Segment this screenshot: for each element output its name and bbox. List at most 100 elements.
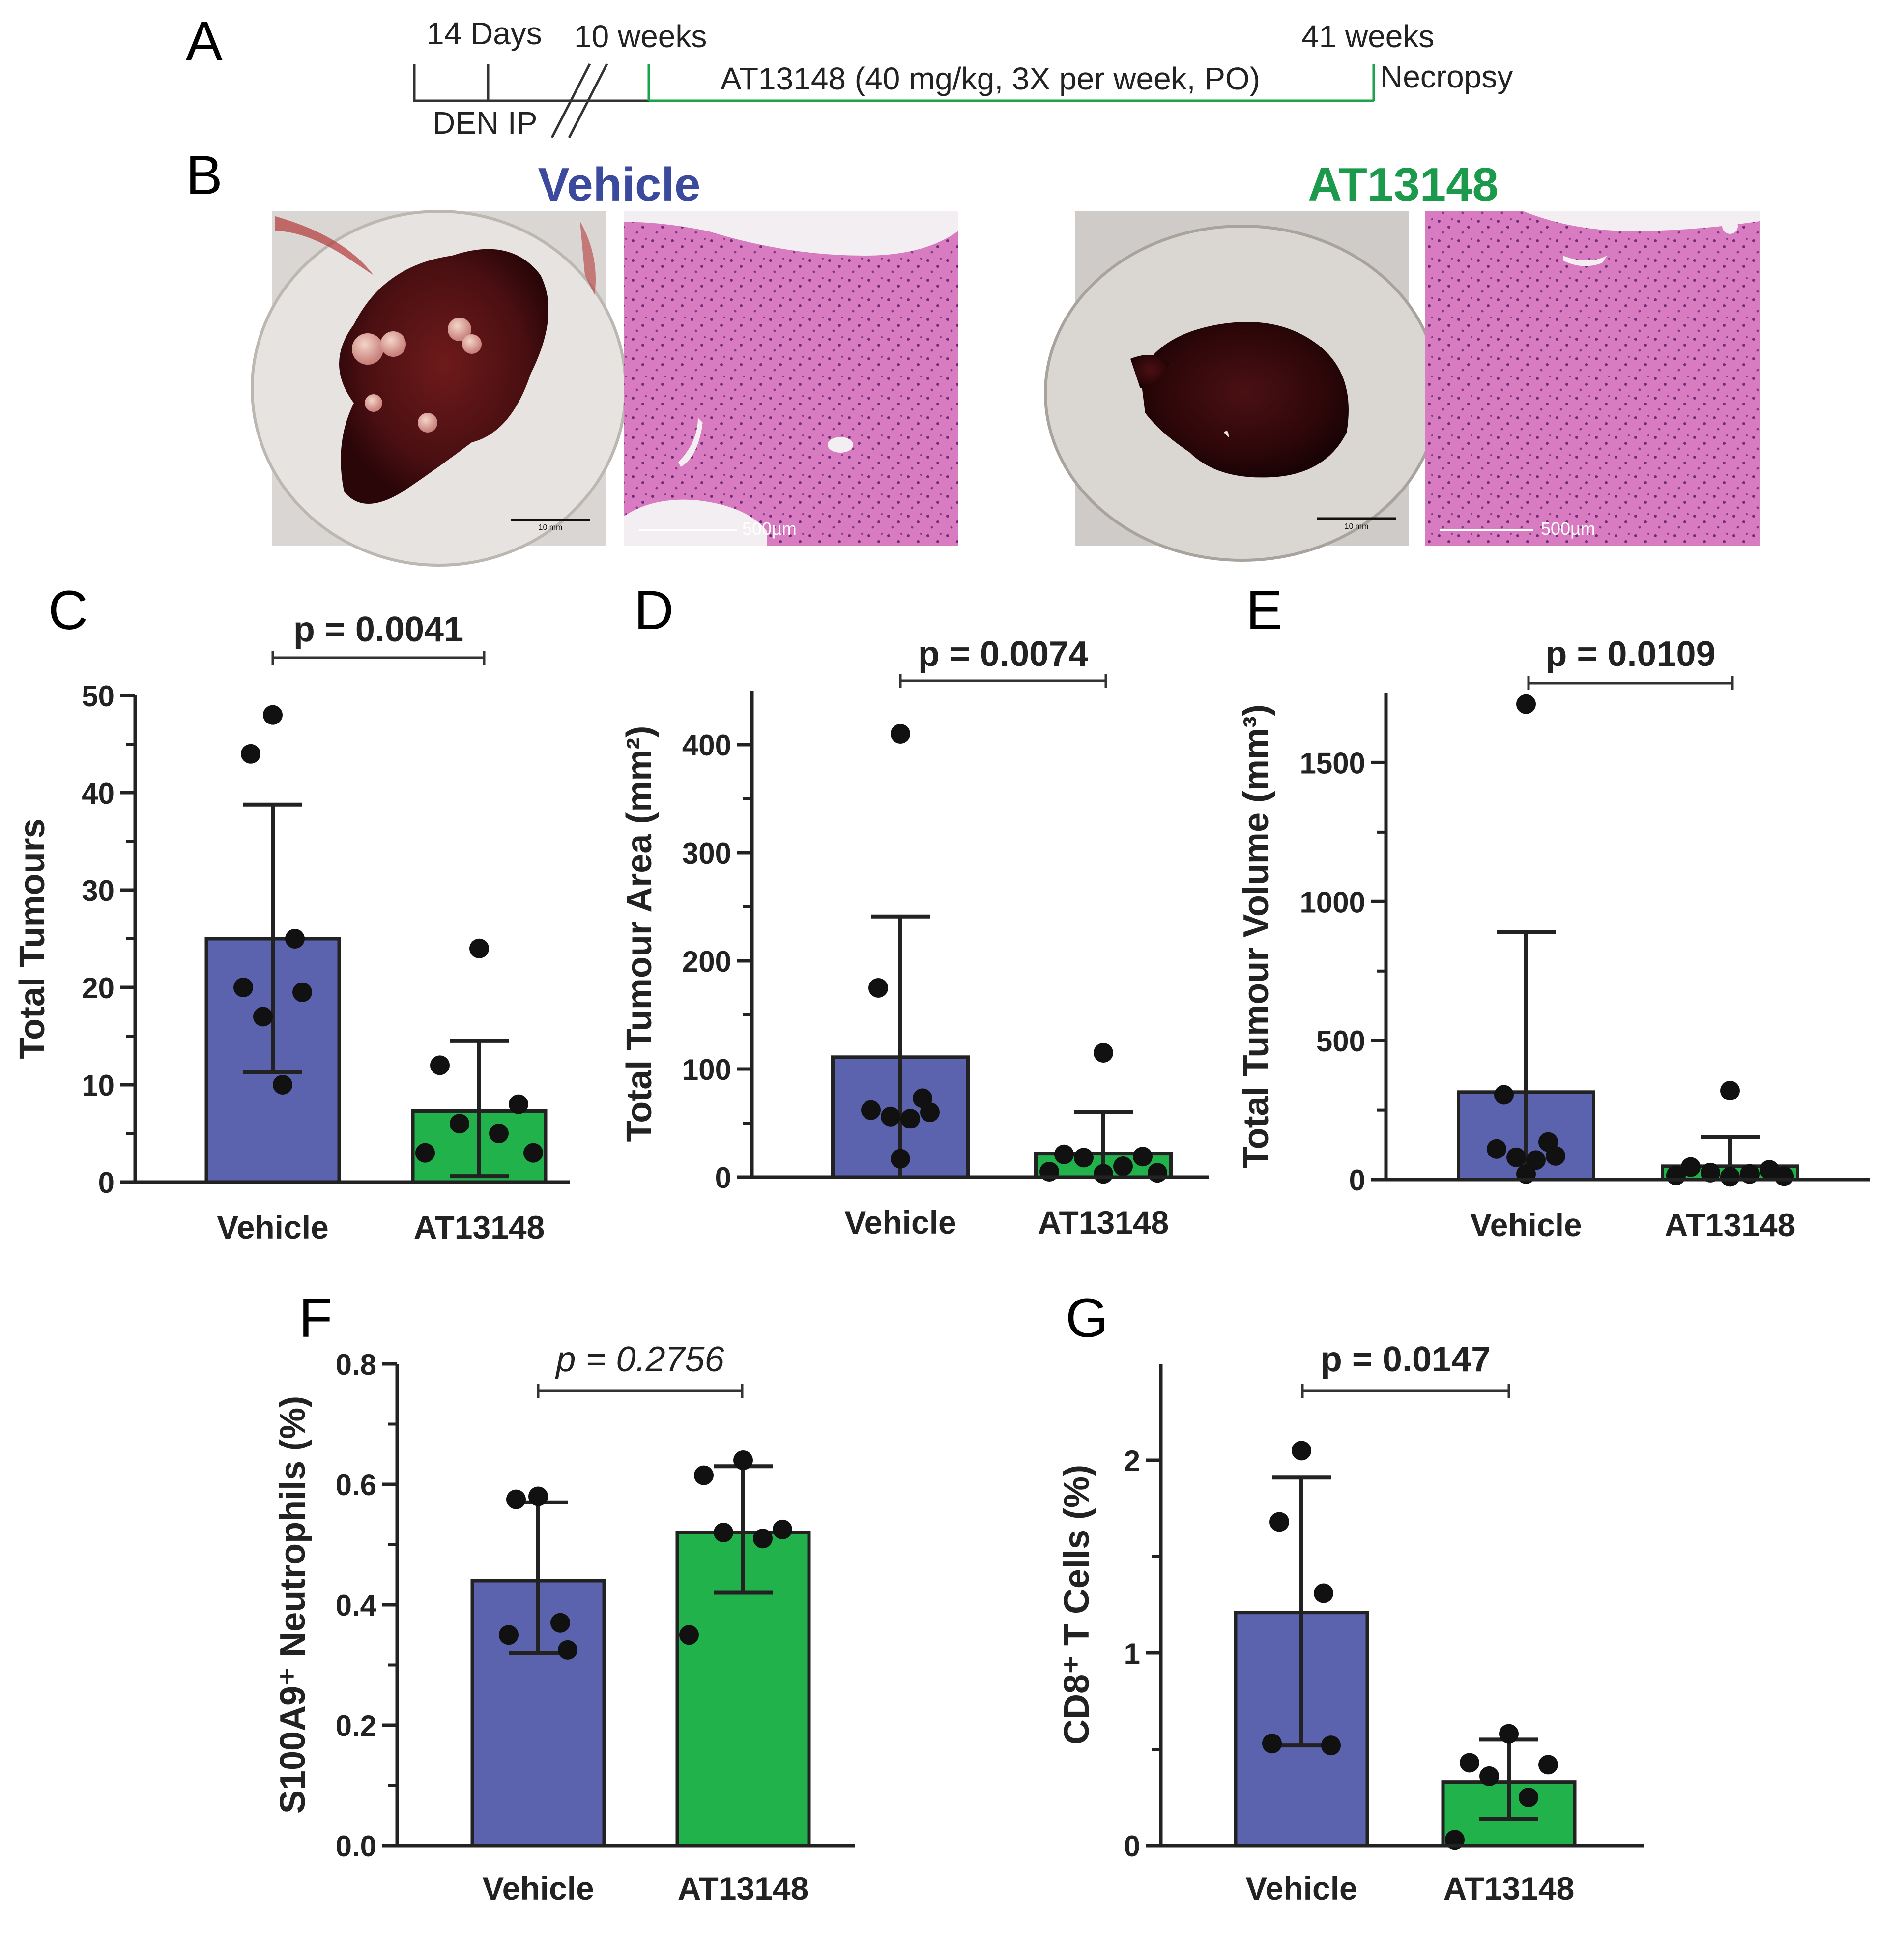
x-tick-label-at13148: AT13148 [414, 1209, 545, 1245]
data-point [773, 1519, 792, 1539]
y-axis-label: Total Tumour Area (mm²) [620, 726, 659, 1142]
scale-bar-label-10mm-at13148: 10 mm [1345, 522, 1369, 531]
y-tick-label: 40 [82, 777, 115, 810]
p-value-label: p = 0.0074 [918, 635, 1088, 674]
data-point [233, 978, 253, 997]
x-tick-label-at13148: AT13148 [1665, 1207, 1796, 1243]
x-tick-label-vehicle: Vehicle [482, 1870, 594, 1907]
timeline-necropsy-label: Necropsy [1380, 59, 1513, 94]
data-point [450, 1114, 469, 1134]
panel-letter-d: D [634, 579, 674, 641]
timeline-treatment-label: AT13148 (40 mg/kg, 3X per week, PO) [721, 61, 1260, 96]
y-tick-label: 100 [682, 1053, 731, 1086]
y-tick-label: 0 [1124, 1830, 1140, 1863]
data-point [1460, 1753, 1479, 1773]
p-value-label: p = 0.0147 [1321, 1340, 1491, 1379]
data-point [489, 1124, 509, 1143]
data-point [506, 1489, 526, 1509]
data-point [1074, 1148, 1094, 1168]
data-point [1292, 1441, 1311, 1461]
y-tick-label: 20 [82, 972, 115, 1005]
data-point [241, 744, 260, 764]
data-point [1546, 1146, 1565, 1166]
vehicle-image-title: Vehicle [538, 158, 701, 211]
y-tick-label: 30 [82, 874, 115, 907]
vehicle-liver-photo: 10 mm [251, 210, 627, 567]
x-tick-label-at13148: AT13148 [1443, 1870, 1575, 1907]
data-point [1720, 1167, 1740, 1187]
data-point [694, 1465, 714, 1485]
y-tick-label: 0.0 [336, 1830, 376, 1863]
y-tick-label: 0.2 [336, 1709, 376, 1742]
y-tick-label: 0 [715, 1161, 731, 1194]
data-point [558, 1640, 577, 1660]
chart-g: 0 1 2 Vehicle AT13148 CD8⁺ T Cells (%) p = 0.0… [1057, 1340, 1644, 1907]
data-point [273, 1075, 292, 1095]
data-point [1314, 1583, 1333, 1603]
scale-bar-label-10mm-vehicle: 10 mm [539, 523, 563, 532]
data-point [1494, 1085, 1514, 1105]
data-point [1321, 1735, 1341, 1756]
data-point [881, 1106, 900, 1127]
timeline-14days-label: 14 Days [427, 16, 542, 51]
y-tick-label: 400 [682, 729, 731, 762]
x-tick-label-vehicle: Vehicle [1470, 1207, 1582, 1243]
data-point [528, 1486, 548, 1506]
scale-bar-label-500um-at13148: 500µm [1541, 519, 1595, 539]
data-point [1094, 1164, 1113, 1184]
timeline-41weeks-label: 41 weeks [1301, 19, 1434, 54]
data-point [1499, 1724, 1519, 1744]
data-point [1774, 1166, 1794, 1186]
data-point [891, 724, 910, 744]
y-tick-label: 0.4 [336, 1589, 377, 1622]
y-axis-label: S100A9⁺ Neutrophils (%) [273, 1396, 313, 1814]
at13148-image-title: AT13148 [1308, 158, 1499, 211]
data-point [1148, 1163, 1167, 1183]
x-tick-label-at13148: AT13148 [678, 1870, 809, 1907]
data-point [1269, 1512, 1289, 1532]
data-point [1054, 1144, 1074, 1164]
x-tick-label-at13148: AT13148 [1038, 1204, 1169, 1241]
panel-letter-e: E [1246, 579, 1283, 641]
scale-bar-label-500um-vehicle: 500µm [742, 519, 797, 539]
data-point [509, 1094, 528, 1114]
data-point [1666, 1165, 1686, 1185]
panel-letter-b: B [186, 145, 223, 206]
y-tick-label: 2 [1124, 1445, 1140, 1477]
vehicle-histology-image: 500µm [624, 211, 958, 546]
chart-e: 0 500 1000 1500 Vehicle AT13148 Total Tumour V… [1237, 635, 1870, 1243]
panel-letter-a: A [186, 10, 223, 72]
data-point [523, 1143, 543, 1163]
x-tick-label-vehicle: Vehicle [217, 1209, 329, 1245]
data-point [920, 1102, 940, 1122]
data-point [499, 1625, 519, 1645]
y-tick-label: 0.8 [336, 1348, 376, 1381]
y-axis-label: Total Tumour Volume (mm³) [1237, 704, 1276, 1168]
data-point [1516, 694, 1536, 714]
data-point [1519, 1788, 1538, 1807]
panel-letter-g: G [1066, 1287, 1108, 1349]
timeline-10weeks-label: 10 weeks [574, 19, 707, 54]
y-tick-label: 50 [82, 680, 115, 713]
data-point [1526, 1150, 1546, 1170]
y-tick-label: 1 [1124, 1637, 1140, 1670]
data-point [1133, 1147, 1153, 1167]
y-tick-label: 0 [98, 1166, 115, 1199]
p-value-label: p = 0.2756 [555, 1340, 724, 1379]
data-point [900, 1109, 920, 1129]
data-point [1113, 1156, 1133, 1176]
data-point [415, 1143, 435, 1163]
data-point [469, 938, 489, 958]
data-point [733, 1450, 753, 1470]
data-point [1487, 1139, 1506, 1159]
y-tick-label: 500 [1316, 1025, 1365, 1058]
data-point [1262, 1734, 1282, 1754]
data-point [1479, 1766, 1499, 1786]
data-point [1701, 1162, 1720, 1183]
data-point [430, 1055, 450, 1075]
x-tick-label-vehicle: Vehicle [844, 1204, 956, 1241]
data-point [679, 1625, 699, 1645]
data-point [868, 978, 888, 998]
